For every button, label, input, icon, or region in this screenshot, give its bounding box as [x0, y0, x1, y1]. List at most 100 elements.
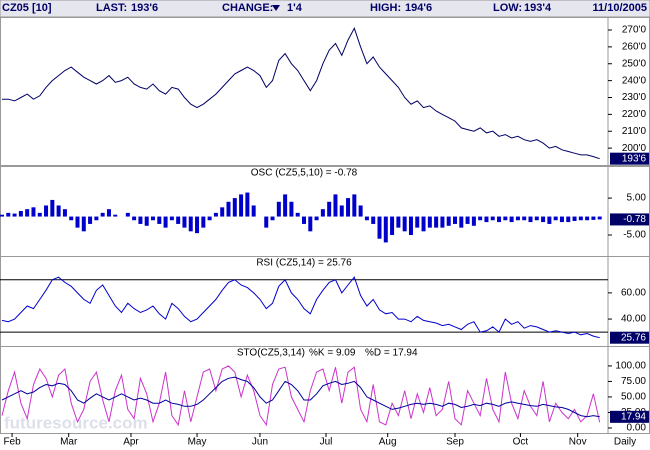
bar	[182, 216, 187, 228]
bar	[81, 216, 86, 232]
bar	[289, 201, 294, 217]
x-tick-label: Nov	[569, 437, 587, 448]
bar	[245, 192, 250, 217]
bar	[232, 198, 237, 217]
bar	[528, 216, 533, 223]
bar	[339, 205, 344, 217]
bar	[276, 201, 281, 217]
last-label: LAST:	[96, 2, 127, 14]
bar	[572, 216, 577, 221]
bar	[106, 209, 111, 217]
bar	[163, 216, 168, 228]
bar	[585, 216, 590, 221]
bar	[364, 216, 369, 221]
bar	[18, 211, 23, 217]
bar	[264, 216, 269, 228]
y-tick-label: 60.00	[621, 288, 646, 299]
bar	[207, 216, 212, 221]
bar	[44, 205, 49, 217]
bar	[302, 216, 306, 224]
bar	[75, 216, 80, 228]
high-value: 194'6	[405, 2, 432, 14]
x-tick-label: May	[188, 437, 207, 448]
last-value-label: -0.78	[623, 214, 646, 225]
bar	[402, 216, 407, 232]
bar	[465, 216, 470, 224]
x-tick-label: Sep	[446, 437, 464, 448]
bar	[25, 209, 30, 217]
bar	[144, 216, 149, 226]
bar	[195, 216, 200, 234]
bar	[484, 216, 489, 223]
bar	[94, 216, 99, 221]
bar	[358, 205, 363, 217]
last-value-box	[610, 152, 649, 165]
y-tick-label: 5.00	[627, 193, 647, 204]
bar	[239, 194, 244, 217]
last-value-box	[610, 410, 649, 423]
bar	[534, 216, 539, 221]
bar	[213, 212, 218, 217]
bar	[371, 216, 376, 224]
bar	[427, 216, 432, 228]
panel-frame	[0, 17, 650, 166]
bar	[37, 212, 42, 217]
bar	[415, 216, 420, 228]
bar	[320, 209, 325, 217]
bar	[283, 194, 288, 217]
bar	[497, 216, 502, 223]
bar	[100, 212, 105, 217]
bar	[157, 216, 162, 224]
price-line	[1, 276, 600, 339]
y-tick-label: 0.00	[627, 423, 647, 434]
bar	[591, 216, 596, 220]
bar	[138, 216, 143, 224]
bar	[547, 216, 552, 224]
bar	[251, 205, 256, 217]
symbol: CZ05 [10]	[2, 2, 52, 14]
x-tick-label: Mar	[60, 437, 78, 448]
bar	[390, 216, 395, 236]
last-value: 193'6	[131, 2, 158, 14]
bar	[509, 216, 514, 223]
x-tick-label: Apr	[123, 437, 139, 448]
last-value-label: 25.76	[621, 332, 646, 343]
bar	[0, 214, 4, 217]
y-tick-label: 220'0	[622, 109, 647, 120]
series-line	[1, 365, 601, 427]
bar	[490, 216, 495, 221]
bar	[151, 216, 155, 221]
last-value-label: 193'6	[622, 153, 647, 164]
watermark: futuresource.com	[4, 413, 148, 432]
last-value-label: 17.94	[621, 411, 646, 422]
y-tick-label: 260'0	[622, 42, 647, 53]
bar	[434, 216, 439, 228]
last-value-box	[610, 331, 649, 344]
bar	[113, 214, 118, 217]
price-line	[2, 27, 600, 160]
bar	[383, 216, 388, 243]
bar	[295, 212, 300, 217]
bar	[459, 216, 464, 228]
change-value: 1'4	[287, 2, 303, 14]
bar	[327, 201, 332, 217]
y-tick-label: 100.00	[615, 361, 646, 372]
bar	[471, 216, 476, 226]
y-tick-label: 210'0	[622, 126, 647, 137]
y-tick-label: 50.00	[621, 392, 646, 403]
panel-frame	[0, 256, 650, 347]
bar	[440, 216, 445, 228]
legend-entry: %D = 17.94	[365, 348, 418, 359]
bar	[597, 216, 602, 220]
bar	[308, 216, 313, 232]
bar	[220, 207, 225, 217]
legend-entry: %K = 9.09	[309, 348, 356, 359]
bar	[69, 216, 74, 221]
bar	[62, 209, 67, 217]
bar	[169, 216, 174, 221]
low-label: LOW:	[493, 2, 522, 14]
bar	[408, 216, 413, 236]
bar	[132, 216, 137, 221]
bar	[6, 212, 11, 217]
